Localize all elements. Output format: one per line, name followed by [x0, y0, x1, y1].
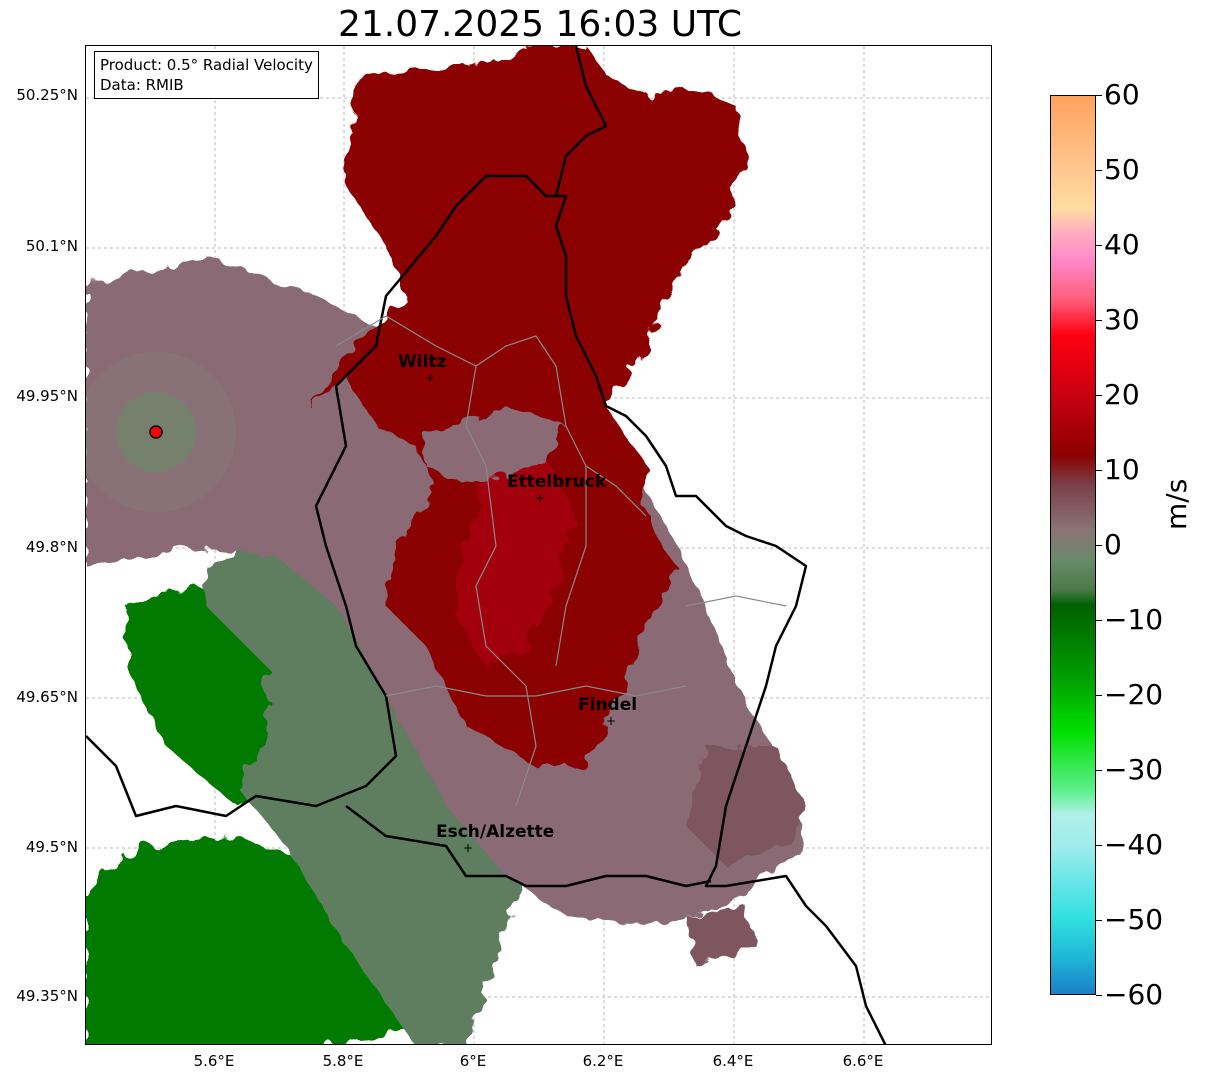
colorbar-tick-label: 30 [1104, 303, 1140, 336]
colorbar-tick-label: −60 [1104, 978, 1164, 1011]
city-label-findel: Findel [578, 695, 638, 715]
colorbar-tick [1096, 620, 1102, 621]
lat-label: 49.5°N [25, 838, 78, 856]
plot-title: 21.07.2025 16:03 UTC [337, 4, 743, 45]
city-label-ettelbruck: Ettelbruck [507, 472, 607, 492]
colorbar-tick [1096, 920, 1102, 921]
colorbar-tick [1096, 545, 1102, 546]
city-label-esch-alzette: Esch/Alzette [436, 822, 555, 842]
lon-label: 5.8°E [322, 1052, 364, 1070]
lon-label: 6.2°E [582, 1052, 624, 1070]
colorbar-tick [1096, 470, 1102, 471]
lat-label: 49.8°N [25, 538, 78, 556]
colorbar-tick-label: 60 [1104, 78, 1140, 111]
city-marker: + [606, 714, 617, 728]
city-marker: + [463, 841, 474, 855]
lon-label: 5.6°E [193, 1052, 235, 1070]
colorbar-tick-label: −40 [1104, 828, 1164, 861]
product-label: Product: 0.5° Radial Velocity [100, 56, 313, 74]
colorbar-tick [1096, 395, 1102, 396]
lat-label: 49.95°N [16, 387, 78, 405]
colorbar-tick-label: −30 [1104, 753, 1164, 786]
colorbar-tick [1096, 845, 1102, 846]
colorbar-tick [1096, 95, 1102, 96]
colorbar-tick-label: 40 [1104, 228, 1140, 261]
country-borders [86, 46, 887, 1044]
city-label-wiltz: Wiltz [398, 352, 447, 372]
colorbar-tick [1096, 770, 1102, 771]
data-source-label: Data: RMIB [100, 76, 184, 94]
colorbar-tick [1096, 320, 1102, 321]
colorbar-tick-label: 0 [1104, 528, 1122, 561]
product-info-box: Product: 0.5° Radial Velocity Data: RMIB [94, 51, 319, 99]
colorbar-tick [1096, 695, 1102, 696]
lon-label: 6.4°E [712, 1052, 754, 1070]
radar-map[interactable] [85, 45, 992, 1045]
colorbar-tick-label: −10 [1104, 603, 1164, 636]
lat-label: 50.1°N [25, 237, 78, 255]
mauve-interior [426, 406, 566, 486]
colorbar-tick-label: 10 [1104, 453, 1140, 486]
colorbar-unit-label: m/s [1160, 478, 1193, 530]
red-core [456, 456, 576, 666]
colorbar-tick-label: 50 [1104, 153, 1140, 186]
lat-label: 49.65°N [16, 688, 78, 706]
city-marker: + [535, 491, 546, 505]
mauve-region-southeast [686, 906, 756, 966]
lon-label: 6°E [459, 1052, 487, 1070]
grey-green-region [206, 516, 526, 1044]
colorbar-tick [1096, 995, 1102, 996]
lat-label: 50.25°N [16, 86, 78, 104]
velocity-field [86, 46, 806, 1044]
admin-borders [335, 315, 787, 807]
radar-map-canvas [86, 46, 991, 1044]
colorbar-tick-label: 20 [1104, 378, 1140, 411]
lon-label: 6.6°E [842, 1052, 884, 1070]
radar-site-marker [149, 425, 163, 439]
dark-red-region [306, 46, 736, 766]
lat-label: 49.35°N [16, 987, 78, 1005]
colorbar-tick [1096, 170, 1102, 171]
mauve-region-east [686, 746, 806, 866]
colorbar-tick [1096, 245, 1102, 246]
colorbar-tick-label: −20 [1104, 678, 1164, 711]
velocity-colorbar [1050, 95, 1096, 995]
dark-red-region-northeast [626, 86, 746, 226]
city-marker: + [425, 371, 436, 385]
colorbar-tick-label: −50 [1104, 903, 1164, 936]
